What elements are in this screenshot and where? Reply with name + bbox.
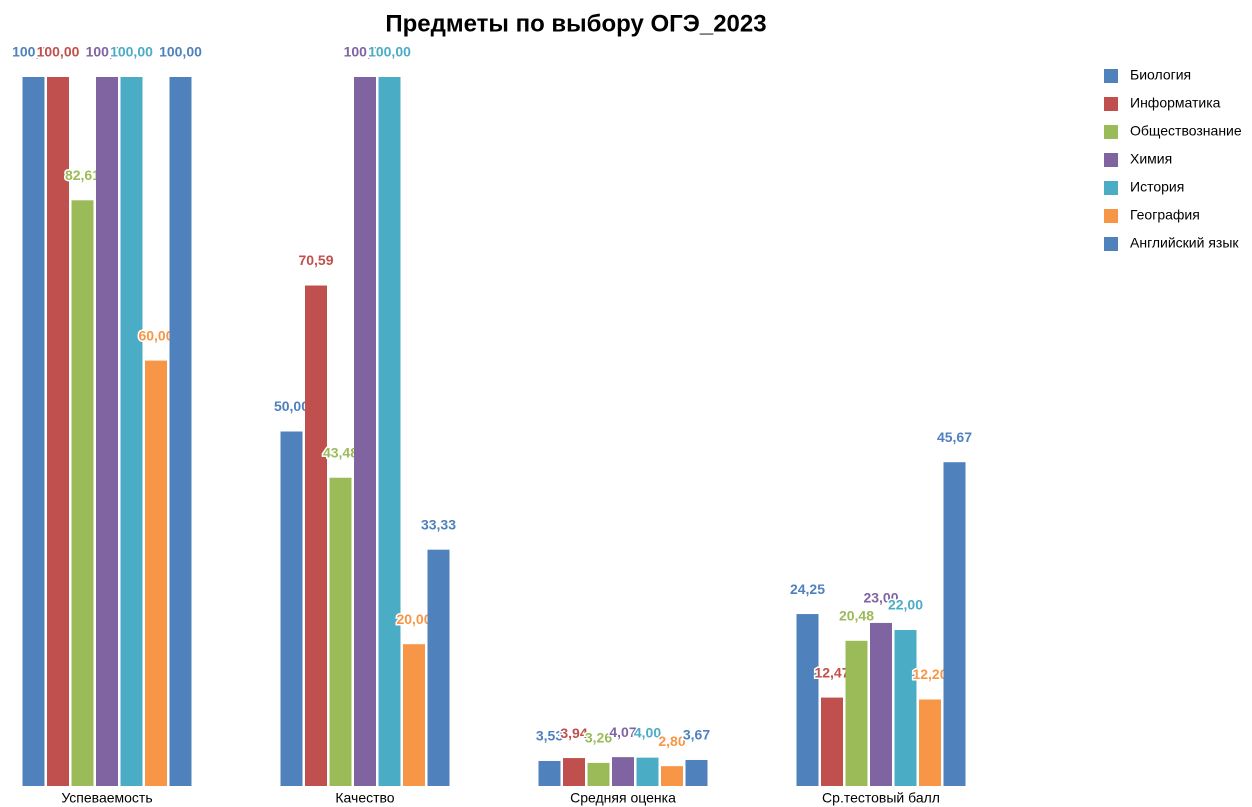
legend-swatch <box>1104 69 1118 83</box>
value-label: 100,00 <box>159 44 202 60</box>
legend-label: Биология <box>1130 67 1191 83</box>
x-tick-label: Успеваемость <box>61 790 152 806</box>
legend-swatch <box>1104 237 1118 251</box>
value-label: 24,25 <box>790 581 825 597</box>
value-label: 2,80 <box>658 733 685 749</box>
legend-swatch <box>1104 181 1118 195</box>
bar <box>305 285 327 786</box>
value-label: 43,48 <box>323 444 358 460</box>
value-label: 3,67 <box>683 727 710 743</box>
bar <box>943 462 966 786</box>
bar <box>96 77 118 786</box>
bar <box>796 614 819 786</box>
bar <box>427 549 450 786</box>
value-label: 100,00 <box>344 44 387 60</box>
bar <box>22 77 45 786</box>
legend-label: География <box>1130 207 1200 223</box>
value-label: 100,00 <box>110 44 153 60</box>
legend-label: Английский язык <box>1130 235 1239 251</box>
value-label: 20,00 <box>396 611 431 627</box>
bar <box>845 640 868 786</box>
value-label: 50,00 <box>274 398 309 414</box>
x-tick-label: Качество <box>335 790 394 806</box>
value-label: 100,00 <box>368 44 411 60</box>
chart-title: Предметы по выбору ОГЭ_2023 <box>385 10 766 37</box>
bar <box>280 431 303 786</box>
value-label: 3,53 <box>536 728 563 744</box>
legend-swatch <box>1104 153 1118 167</box>
bar <box>47 77 69 786</box>
legend-swatch <box>1104 125 1118 139</box>
bar <box>538 760 561 786</box>
value-label: 3,94 <box>560 725 587 741</box>
value-label: 60,00 <box>138 327 173 343</box>
value-label: 3,26 <box>585 730 612 746</box>
legend-label: Химия <box>1130 151 1172 167</box>
value-label: 100,00 <box>37 44 80 60</box>
bar <box>587 762 610 786</box>
value-label: 4,07 <box>609 724 636 740</box>
bar <box>120 77 143 786</box>
bar <box>378 77 401 786</box>
bar <box>919 699 941 786</box>
bar <box>685 759 708 786</box>
value-label: 20,48 <box>839 607 874 623</box>
bar <box>403 644 425 786</box>
legend-swatch <box>1104 209 1118 223</box>
value-label: 12,47 <box>814 664 849 680</box>
bar <box>354 77 376 786</box>
bar <box>71 200 94 786</box>
value-label: 82,61 <box>65 167 100 183</box>
bar <box>636 757 659 786</box>
value-label: 100,00 <box>12 44 55 60</box>
bar <box>870 622 892 786</box>
bar <box>329 477 352 786</box>
bar <box>661 766 683 786</box>
bar <box>169 77 192 786</box>
legend-label: Информатика <box>1130 95 1221 111</box>
bar <box>612 757 634 786</box>
legend-label: Обществознание <box>1130 123 1242 139</box>
legend-swatch <box>1104 97 1118 111</box>
value-label: 70,59 <box>298 252 333 268</box>
value-label: 4,00 <box>634 724 661 740</box>
value-label: 22,00 <box>888 597 923 613</box>
legend-label: История <box>1130 179 1184 195</box>
bar <box>894 630 917 786</box>
value-label: 100,00 <box>86 44 129 60</box>
bar <box>821 697 843 786</box>
value-label: 23,00 <box>863 590 898 606</box>
x-tick-label: Средняя оценка <box>570 790 676 806</box>
bar <box>563 758 585 786</box>
value-label: 45,67 <box>937 429 972 445</box>
value-label: 33,33 <box>421 516 456 532</box>
bar <box>145 360 167 786</box>
x-tick-label: Ср.тестовый балл <box>822 790 940 806</box>
value-label: 12,20 <box>912 666 947 682</box>
